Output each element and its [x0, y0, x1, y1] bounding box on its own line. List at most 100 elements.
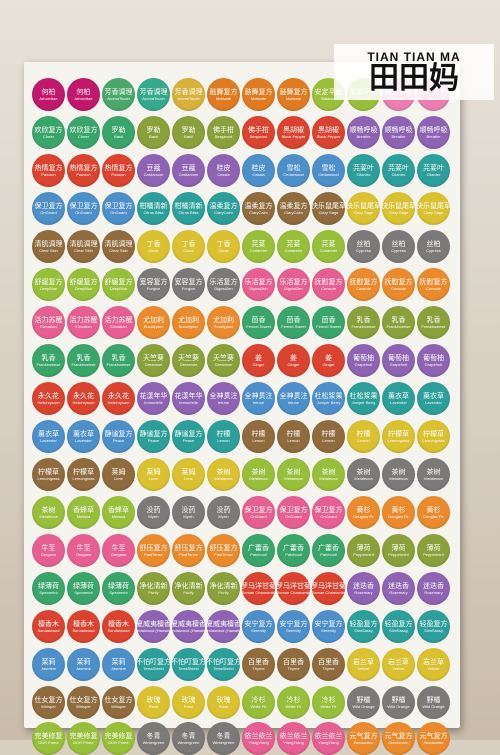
- sticker-english-name: Roman Chamomile: [312, 590, 345, 595]
- sticker-chinese-name: 丝柏: [426, 240, 441, 248]
- sticker-chinese-name: 快乐鼠尾草: [347, 202, 380, 210]
- sticker-label: 鼓舞复方 Motivate: [207, 78, 240, 111]
- sticker-label: 完美修复 DDR Prime: [67, 722, 100, 755]
- sticker-label: 快乐鼠尾草 Clary Sage: [417, 192, 450, 225]
- sticker-chinese-name: 清肌调理: [104, 240, 133, 248]
- sticker-english-name: DeepBlue: [39, 286, 58, 291]
- sticker-chinese-name: 檀香木: [73, 620, 94, 628]
- sticker-chinese-name: 桂皮: [216, 164, 231, 172]
- sticker-english-name: ClaryCalm: [284, 210, 303, 215]
- sticker-chinese-name: 百里香: [318, 658, 339, 666]
- sticker-english-name: Melaleuca: [284, 476, 303, 481]
- sticker-label: 莱姆 Lime: [137, 458, 170, 491]
- sticker-label: 黄杉 Douglas Fir: [417, 496, 450, 529]
- sticker-english-name: Elevation: [75, 324, 92, 329]
- brand-watermark: TIAN TIAN MA 田田妈: [334, 44, 494, 100]
- sticker-chinese-name: 抚慰复方: [349, 278, 378, 286]
- sticker-label: 何柏 Arborvitae: [32, 78, 65, 111]
- sticker-english-name: Cassia: [252, 172, 265, 177]
- sticker-label: 乳香 Frankincense: [67, 344, 100, 377]
- sticker-chinese-name: 宽容复方: [139, 278, 168, 286]
- sticker-chinese-name: 芳香调理: [139, 88, 168, 96]
- sticker-chinese-name: 顺畅呼吸: [384, 126, 413, 134]
- sticker-label: 黄杉 Douglas Fir: [382, 496, 415, 529]
- sticker-label: 茴香 Fennel Sweet: [242, 306, 275, 339]
- sticker-label: 快乐鼠尾草 Clary Sage: [382, 192, 415, 225]
- sticker-label: 罗勒 Basil: [172, 116, 205, 149]
- sticker-chinese-name: 静谧复方: [174, 430, 203, 438]
- sticker-chinese-name: 莱姆: [111, 468, 126, 476]
- sticker-chinese-name: 香蜂草: [108, 506, 129, 514]
- sticker-label: 不怕叮复方 TerraShield: [207, 648, 240, 681]
- sticker-english-name: AromaTouch: [107, 96, 130, 101]
- sticker-label: 冬青 Wintergreen: [137, 722, 170, 755]
- sticker-chinese-name: 舒压复方: [209, 544, 238, 552]
- sticker-chinese-name: 葡萄柚: [353, 354, 374, 362]
- sticker-label: 薄荷 Peppermint: [347, 534, 380, 567]
- sticker-label: 保卫复方 OnGuard: [32, 192, 65, 225]
- sticker-english-name: OnGuard: [75, 210, 92, 215]
- sticker-english-name: OnGuard: [285, 514, 302, 519]
- sticker-english-name: Juniper Berry: [351, 400, 376, 405]
- sticker-chinese-name: 全神贯注: [244, 392, 273, 400]
- sticker-label: 乐活复方 DigestZen: [207, 268, 240, 301]
- sticker-english-name: Lavender: [425, 400, 442, 405]
- sticker-label: 佛手柑 Bergamot: [207, 116, 240, 149]
- sticker-label: 丝柏 Cypress: [382, 230, 415, 263]
- sticker-chinese-name: 迷迭香: [423, 582, 444, 590]
- sticker-english-name: Fennel Sweet: [316, 324, 341, 329]
- sticker-label: 依兰依兰 YlangYlang: [242, 722, 275, 755]
- sticker-chinese-name: 茉莉: [76, 658, 91, 666]
- sticker-label: 牛至 Oregano: [67, 534, 100, 567]
- sticker-label: 活力苏醒 Elevation: [102, 306, 135, 339]
- sticker-chinese-name: 快乐鼠尾草: [417, 202, 450, 210]
- sticker-label: 温柔复方 ClaryCalm: [242, 192, 275, 225]
- sticker-english-name: Motivate: [215, 96, 232, 101]
- sticker-label: 芫荽叶 Cilantro: [382, 154, 415, 187]
- sticker-chinese-name: 舒缓复方: [104, 278, 133, 286]
- sticker-chinese-name: 保卫复方: [104, 202, 133, 210]
- sticker-label: 依兰依兰 YlangYlang: [277, 722, 310, 755]
- sticker-label: 丝柏 Cypress: [347, 230, 380, 263]
- sticker-chinese-name: 薄荷: [391, 544, 406, 552]
- sticker-chinese-name: 舒缓复方: [69, 278, 98, 286]
- sticker-chinese-name: 宽容复方: [174, 278, 203, 286]
- sticker-label: 芫荽 Coriander: [242, 230, 275, 263]
- sticker-label: 岩兰草 Vetiver: [382, 648, 415, 681]
- sticker-english-name: Lemon: [357, 438, 370, 443]
- sticker-chinese-name: 保卫复方: [244, 506, 273, 514]
- sticker-chinese-name: 黄杉: [426, 506, 441, 514]
- sticker-chinese-name: 舒缓复方: [34, 278, 63, 286]
- sticker-label: 快乐鼠尾草 Clary Sage: [312, 192, 345, 225]
- sticker-chinese-name: 茉莉: [41, 658, 56, 666]
- sticker-chinese-name: 柠檬草: [73, 468, 94, 476]
- sticker-label: 静谧复方 Peace: [137, 420, 170, 453]
- sticker-english-name: Console: [426, 286, 441, 291]
- sticker-label: 舒压复方 PastTense: [137, 534, 170, 567]
- sticker-english-name: Console: [356, 286, 371, 291]
- sticker-label: 莱姆 Lime: [172, 458, 205, 491]
- sticker-chinese-name: 芳香调理: [104, 88, 133, 96]
- sticker-english-name: Wintergreen: [142, 740, 165, 745]
- sticker-label: 薄荷 Peppermint: [382, 534, 415, 567]
- sticker-chinese-name: 净化清新: [174, 582, 203, 590]
- sticker-chinese-name: 柠檬草: [38, 468, 59, 476]
- sticker-label: 柠檬 Lemon: [277, 420, 310, 453]
- sticker-chinese-name: 完美修复: [104, 732, 133, 740]
- sticker-chinese-name: 永久花: [108, 392, 129, 400]
- sticker-english-name: Breathe: [426, 134, 441, 139]
- sticker-label: 夏威夷檀香Sandalwood (Hawaiian): [137, 610, 170, 643]
- sticker-chinese-name: 岩兰草: [423, 658, 444, 666]
- sticker-chinese-name: 快乐鼠尾草: [382, 202, 415, 210]
- sticker-label: 豆蔻 Cardamom: [137, 154, 170, 187]
- sticker-label: 完美修复 DDR Prime: [102, 722, 135, 755]
- sticker-english-name: Douglas Fir: [388, 514, 409, 519]
- sticker-english-name: Elevation: [40, 324, 57, 329]
- sticker-english-name: Wild Orange: [422, 704, 445, 709]
- sticker-label: 桂皮 Cassia: [242, 154, 275, 187]
- sticker-label: 乳香 Frankincense: [32, 344, 65, 377]
- sticker-label: 牛至 Oregano: [32, 534, 65, 567]
- sticker-chinese-name: 安宁复方: [279, 620, 308, 628]
- sticker-english-name: Ginger: [322, 362, 335, 367]
